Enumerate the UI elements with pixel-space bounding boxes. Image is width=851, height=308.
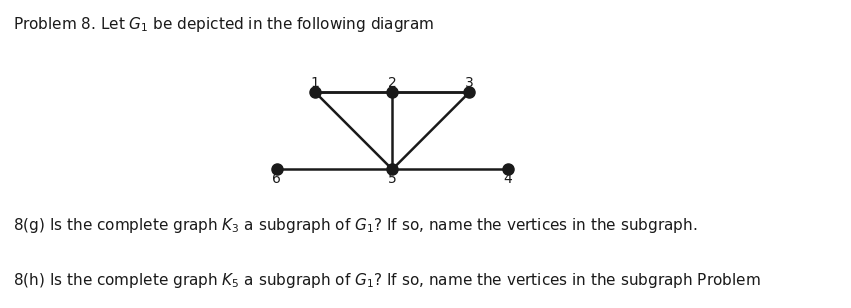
Text: Problem 8. Let $G_1$ be depicted in the following diagram: Problem 8. Let $G_1$ be depicted in the … xyxy=(13,15,434,34)
Text: 8(g) Is the complete graph $K_3$ a subgraph of $G_1$? If so, name the vertices i: 8(g) Is the complete graph $K_3$ a subgr… xyxy=(13,216,697,235)
Text: 6: 6 xyxy=(272,172,281,186)
Text: 1: 1 xyxy=(311,76,320,90)
Text: 5: 5 xyxy=(388,172,397,186)
Text: 8(h) Is the complete graph $K_5$ a subgraph of $G_1$? If so, name the vertices i: 8(h) Is the complete graph $K_5$ a subgr… xyxy=(13,271,761,290)
Text: 4: 4 xyxy=(504,172,512,186)
Text: 3: 3 xyxy=(465,76,474,90)
Text: 2: 2 xyxy=(388,76,397,90)
